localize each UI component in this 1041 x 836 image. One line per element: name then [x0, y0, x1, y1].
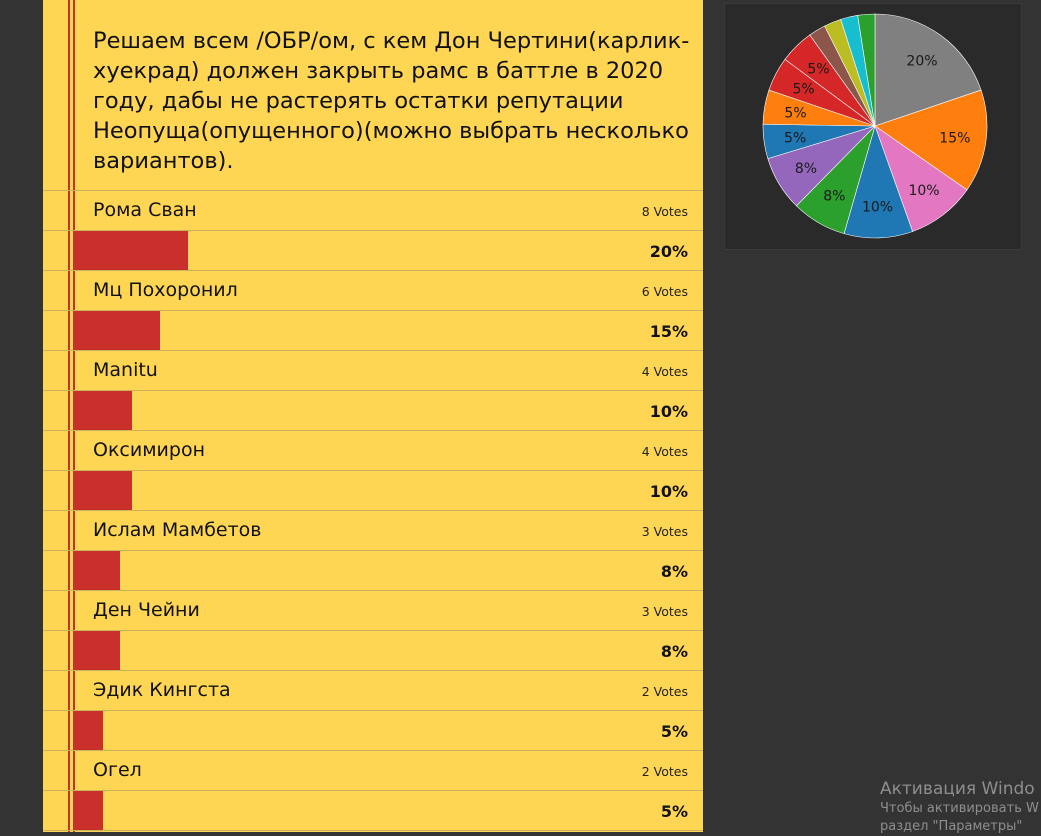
poll-result-row: 10%	[43, 391, 703, 431]
poll-result-row: 5%	[43, 711, 703, 751]
poll-option-votes: 3 Votes	[641, 524, 688, 539]
pie-slice-label: 10%	[908, 183, 939, 199]
watermark-line-2: раздел "Параметры"	[880, 819, 1023, 834]
margin-line-left	[68, 0, 70, 832]
pie-slice-label: 10%	[862, 200, 893, 216]
results-pie-chart: 20% 15% 10% 10% 8% 8% 5% 5% 5% 5%	[724, 3, 1022, 250]
poll-result-bar	[75, 471, 132, 510]
poll-result-percent: 15%	[649, 322, 688, 341]
pie-slice-label: 5%	[807, 62, 829, 78]
poll-option-row[interactable]: Мц Похоронил 6 Votes	[43, 271, 703, 311]
poll-result-percent: 8%	[660, 562, 688, 581]
poll-option-votes: 4 Votes	[641, 364, 688, 379]
poll-option-label: Ислам Мамбетов	[93, 519, 262, 541]
poll-option-row[interactable]: Ден Чейни 3 Votes	[43, 591, 703, 631]
pie-slice	[857, 13, 876, 127]
poll-result-percent: 10%	[649, 402, 688, 421]
poll-option-label: Рома Сван	[93, 199, 197, 221]
pie-slice-label: 8%	[823, 189, 845, 205]
poll-option-label: Оксимирон	[93, 439, 206, 461]
poll-option-label: Мц Похоронил	[93, 279, 238, 301]
pie-slice-label: 20%	[906, 53, 937, 69]
poll-option-votes: 2 Votes	[641, 684, 688, 699]
pie-chart-svg: 20% 15% 10% 10% 8% 8% 5% 5% 5% 5%	[762, 13, 988, 239]
poll-header: Решаем всем /ОБР/ом, с кем Дон Чертини(к…	[43, 0, 703, 191]
poll-question: Решаем всем /ОБР/ом, с кем Дон Чертини(к…	[93, 28, 690, 174]
poll-result-bar	[75, 391, 132, 430]
poll-result-row: 10%	[43, 471, 703, 511]
poll-result-percent: 5%	[660, 722, 688, 741]
poll-option-votes: 3 Votes	[641, 604, 688, 619]
poll-option-row[interactable]: Manitu 4 Votes	[43, 351, 703, 391]
pie-slice	[874, 13, 982, 127]
poll-result-row: 8%	[43, 551, 703, 591]
poll-option-votes: 4 Votes	[641, 444, 688, 459]
pie-slice-label: 8%	[795, 161, 817, 177]
poll-result-bar	[75, 311, 160, 350]
watermark-line-1: Чтобы активировать W	[880, 801, 1039, 816]
poll-result-bar	[75, 791, 104, 830]
poll-option-row[interactable]: Эдик Кингста 2 Votes	[43, 671, 703, 711]
poll-result-bar	[75, 551, 121, 590]
windows-activation-watermark: Активация Windo Чтобы активировать W раз…	[880, 778, 1039, 836]
poll-result-percent: 20%	[649, 242, 688, 261]
poll-result-bar	[75, 631, 121, 670]
poll-panel: Решаем всем /ОБР/ом, с кем Дон Чертини(к…	[43, 0, 703, 832]
poll-result-row: 20%	[43, 231, 703, 271]
watermark-title: Активация Windo	[880, 779, 1035, 799]
poll-result-row: 5%	[43, 791, 703, 831]
poll-result-row: 8%	[43, 631, 703, 671]
poll-result-percent: 5%	[660, 802, 688, 821]
poll-option-row[interactable]: Ислам Мамбетов 3 Votes	[43, 511, 703, 551]
poll-result-percent: 8%	[660, 642, 688, 661]
poll-option-votes: 6 Votes	[641, 284, 688, 299]
poll-option-label: Manitu	[93, 359, 158, 381]
poll-option-votes: 8 Votes	[641, 204, 688, 219]
poll-option-row[interactable]: Оксимирон 4 Votes	[43, 431, 703, 471]
poll-option-label: Огел	[93, 759, 142, 781]
pie-slice-label: 5%	[792, 82, 814, 98]
poll-result-row: 15%	[43, 311, 703, 351]
poll-result-bar	[75, 231, 188, 270]
poll-option-label: Эдик Кингста	[93, 679, 231, 701]
poll-options: Рома Сван 8 Votes 20% Мц Похоронил 6 Votes 15…	[43, 191, 703, 831]
poll-result-percent: 10%	[649, 482, 688, 501]
poll-option-row[interactable]: Рома Сван 8 Votes	[43, 191, 703, 231]
pie-slice-label: 5%	[784, 105, 806, 121]
pie-slice	[874, 89, 988, 191]
pie-slice-label: 5%	[784, 130, 806, 146]
pie-slice-label: 15%	[939, 130, 970, 146]
poll-option-label: Ден Чейни	[93, 599, 200, 621]
poll-option-votes: 2 Votes	[641, 764, 688, 779]
poll-result-bar	[75, 711, 104, 750]
margin-line-right	[73, 0, 75, 832]
poll-option-row[interactable]: Огел 2 Votes	[43, 751, 703, 791]
